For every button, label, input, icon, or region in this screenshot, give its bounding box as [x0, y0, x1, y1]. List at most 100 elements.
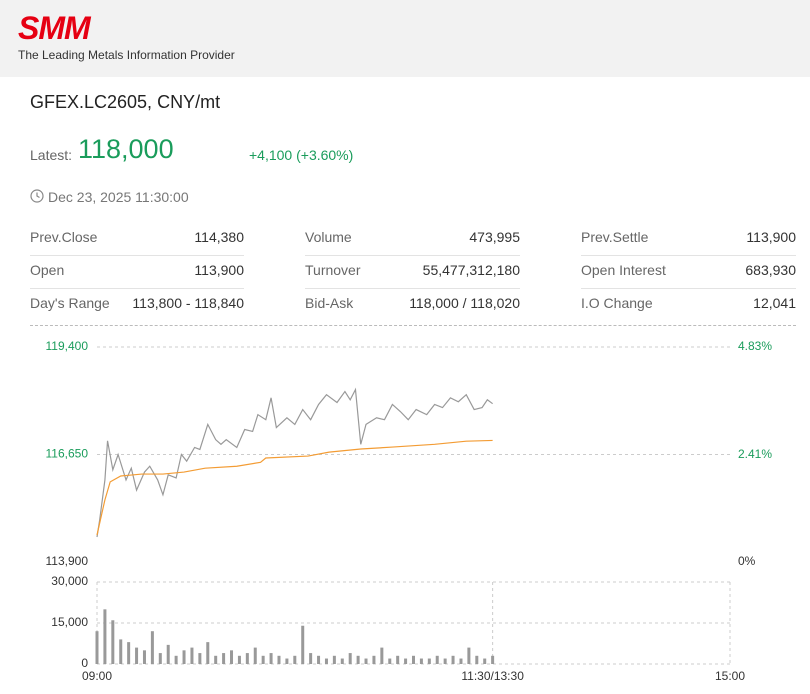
volume-bar [404, 658, 408, 664]
y2-tick-label: 0% [738, 554, 756, 568]
volume-bar [269, 653, 273, 664]
stat-label: Day's Range [30, 295, 110, 311]
volume-bar [475, 655, 479, 664]
divider [30, 325, 796, 326]
volume-bar [174, 655, 178, 664]
x-tick-label: 15:00 [715, 669, 745, 683]
volume-bar [317, 655, 321, 664]
volume-bar [427, 658, 431, 664]
y-tick-label: 116,650 [46, 447, 89, 461]
volume-bar [293, 655, 297, 664]
logo[interactable]: SMM [18, 10, 91, 46]
chart: 113,900 116,650 119,400 0% 2.41% 4.83% 0 15,000… [46, 339, 773, 683]
symbol: GFEX.LC2605, CNY/mt [30, 92, 221, 112]
stat-value: 12,041 [753, 295, 796, 311]
volume-bar [324, 658, 328, 664]
volume-bar [119, 639, 123, 664]
volume-bar [285, 658, 289, 664]
volume-bar [356, 655, 360, 664]
volume-bar [467, 647, 471, 664]
row-separator [581, 288, 796, 289]
volume-bar [230, 650, 234, 664]
stat-label: I.O Change [581, 295, 653, 311]
volume-bar [237, 655, 241, 664]
stat-value: 55,477,312,180 [422, 262, 520, 278]
volume-bar [451, 655, 455, 664]
stat-value: 118,000 / 118,020 [409, 295, 520, 311]
volume-bar [142, 650, 146, 664]
volume-bar [348, 653, 352, 664]
y-tick-label: 30,000 [51, 574, 88, 588]
volume-bar [309, 653, 313, 664]
volume-bar [388, 658, 392, 664]
y-tick-label: 113,900 [46, 554, 89, 568]
volume-bar [483, 658, 487, 664]
volume-bar [135, 647, 139, 664]
volume-bar [364, 658, 368, 664]
volume-bar [166, 644, 170, 664]
stat-label: Prev.Settle [581, 229, 649, 245]
row-separator [30, 288, 244, 289]
price-line [96, 387, 493, 538]
volume-bar [190, 647, 194, 664]
stat-label: Prev.Close [30, 229, 98, 245]
volume-bar [435, 655, 439, 664]
volume-bar [340, 658, 344, 664]
header: SMM The Leading Metals Information Provi… [0, 0, 810, 77]
stat-label: Volume [305, 229, 352, 245]
volume-bar [127, 642, 131, 664]
stat-label: Bid-Ask [305, 295, 354, 311]
volume-bar [380, 647, 384, 664]
price-line [96, 439, 493, 536]
volume-bar [277, 655, 281, 664]
row-separator [581, 255, 796, 256]
y-tick-label: 0 [81, 656, 88, 670]
y-tick-label: 15,000 [51, 615, 88, 629]
volume-bar [198, 653, 202, 664]
stat-value: 113,900 [194, 262, 244, 278]
stat-label: Open [30, 262, 65, 278]
volume-bar [253, 647, 257, 664]
volume-bar [206, 642, 210, 664]
stat-value: 113,800 - 118,840 [132, 295, 244, 311]
x-tick-label: 09:00 [82, 669, 112, 683]
volume-bar [261, 655, 265, 664]
volume-bar [301, 625, 305, 664]
clock-icon [30, 189, 44, 203]
x-tick-label: 11:30/13:30 [461, 669, 524, 683]
stat-label: Open Interest [581, 262, 666, 278]
latest-label: Latest: [30, 147, 73, 163]
change: +4,100 (+3.60%) [249, 147, 354, 163]
latest-price: 118,000 [78, 134, 174, 164]
volume-bar [332, 655, 336, 664]
stat-value: 114,380 [194, 229, 244, 245]
volume-bar [412, 655, 415, 664]
row-separator [305, 288, 520, 289]
stat-value: 113,900 [746, 229, 796, 245]
y2-tick-label: 2.41% [738, 447, 772, 461]
volume-bar [443, 658, 447, 664]
volume-bar [182, 650, 186, 664]
volume-bar [419, 658, 423, 664]
volume-bar [214, 655, 218, 664]
volume-bar [222, 653, 226, 664]
volume-bar [111, 620, 115, 664]
stat-value: 683,930 [745, 262, 796, 278]
row-separator [30, 255, 244, 256]
volume-bar [150, 631, 154, 664]
volume-bar [95, 631, 99, 664]
stat-value: 473,995 [469, 229, 520, 245]
stat-label: Turnover [305, 262, 361, 278]
volume-bar [396, 655, 400, 664]
y-tick-label: 119,400 [46, 339, 89, 353]
tagline: The Leading Metals Information Provider [18, 48, 235, 62]
volume-bar [491, 655, 495, 664]
volume-bar [103, 609, 107, 664]
volume-bar [372, 655, 376, 664]
row-separator [305, 255, 520, 256]
timestamp: Dec 23, 2025 11:30:00 [48, 189, 189, 205]
volume-bar [459, 658, 463, 664]
y2-tick-label: 4.83% [738, 339, 772, 353]
volume-bar [245, 653, 249, 664]
